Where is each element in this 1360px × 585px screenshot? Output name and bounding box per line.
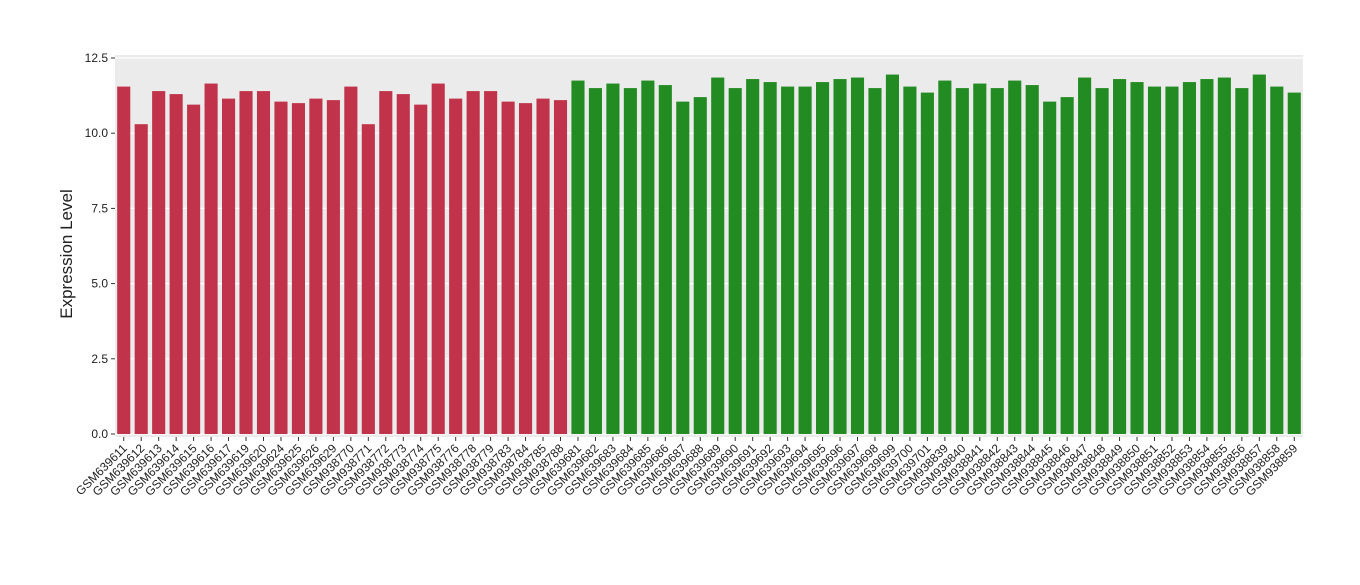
y-tick-label: 0.0: [91, 427, 108, 441]
bar: [833, 79, 847, 434]
bar: [484, 91, 498, 434]
bar: [222, 98, 236, 434]
bar: [885, 74, 899, 434]
bar: [396, 94, 410, 434]
bar: [1008, 80, 1022, 434]
bar: [571, 80, 585, 434]
bar: [379, 91, 393, 434]
bar: [1060, 97, 1074, 434]
bar: [903, 86, 917, 434]
bar: [274, 101, 288, 434]
bar: [449, 98, 463, 434]
bar: [781, 86, 795, 434]
bar: [1200, 79, 1214, 434]
bar: [623, 88, 637, 434]
bar: [169, 94, 183, 434]
bar: [1252, 74, 1266, 434]
bar: [1130, 82, 1144, 434]
bar: [431, 83, 445, 434]
y-tick-label: 2.5: [91, 352, 108, 366]
bar: [763, 82, 777, 434]
bar: [1043, 101, 1057, 434]
bar: [326, 100, 340, 434]
bar: [519, 103, 533, 434]
bar: [361, 124, 375, 434]
bar: [1270, 86, 1284, 434]
bar: [1235, 88, 1249, 434]
bar: [868, 88, 882, 434]
bar: [1182, 82, 1196, 434]
bar: [239, 91, 253, 434]
bar: [1147, 86, 1162, 434]
y-tick-label: 5.0: [91, 277, 108, 291]
bar: [1095, 88, 1109, 434]
bar: [990, 88, 1004, 434]
bar: [938, 80, 952, 434]
bar: [711, 77, 725, 434]
bar: [973, 83, 987, 434]
bar: [1113, 79, 1127, 434]
bar: [816, 82, 830, 434]
bar: [256, 91, 271, 434]
bar: [466, 91, 480, 434]
bar: [1217, 77, 1231, 434]
bar: [955, 88, 969, 434]
bar: [850, 77, 865, 434]
bar: [204, 83, 218, 434]
bar: [1287, 92, 1301, 434]
bar: [676, 101, 690, 434]
bar: [693, 97, 707, 434]
bar: [117, 86, 131, 434]
bar: [291, 103, 305, 434]
bar: [309, 98, 323, 434]
bar: [588, 88, 602, 434]
bar: [920, 92, 934, 434]
bar: [1078, 77, 1092, 434]
bar: [536, 98, 550, 434]
bar: [152, 91, 166, 434]
bar: [501, 101, 515, 434]
bar: [187, 104, 201, 434]
bar: [414, 104, 428, 434]
y-tick-label: 12.5: [85, 51, 109, 65]
bar: [798, 86, 812, 434]
y-tick-label: 7.5: [91, 201, 108, 215]
y-tick-label: 10.0: [85, 126, 109, 140]
bar: [746, 79, 760, 434]
bar: [606, 83, 620, 434]
bar: [134, 124, 148, 434]
y-axis-label: Expression Level: [57, 189, 76, 318]
bar: [728, 88, 742, 434]
bar: [344, 86, 358, 434]
bar: [1025, 85, 1039, 434]
bar: [658, 85, 672, 434]
bar: [641, 80, 655, 434]
bar: [1165, 86, 1179, 434]
bar: [553, 100, 568, 434]
